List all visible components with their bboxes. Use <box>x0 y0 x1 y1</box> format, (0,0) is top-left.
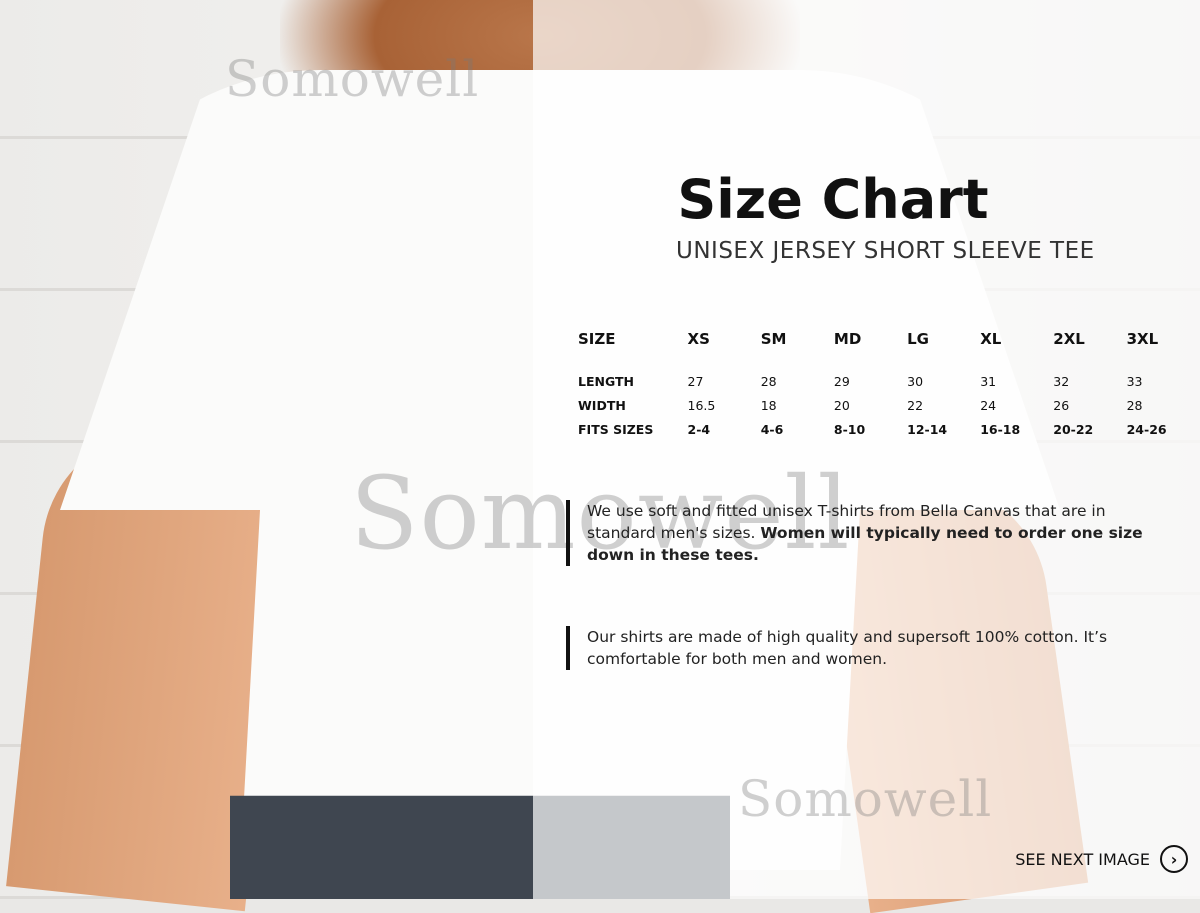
table-cell: 28 <box>1126 398 1143 413</box>
page-title: Size Chart <box>677 168 989 231</box>
table-cell: 22 <box>907 398 924 413</box>
table-row: WIDTH 16.5 18 20 22 24 26 28 <box>578 394 1200 418</box>
table-cell: 8-10 <box>833 422 866 437</box>
column-header: LG <box>907 330 929 348</box>
table-cell: 2-4 <box>687 422 711 437</box>
table-cell: 24 <box>980 398 997 413</box>
row-label: LENGTH <box>578 374 634 389</box>
table-cell: 20 <box>833 398 850 413</box>
table-cell: 4-6 <box>760 422 784 437</box>
row-label: WIDTH <box>578 398 626 413</box>
table-row: LENGTH 27 28 29 30 31 32 33 <box>578 370 1200 394</box>
table-cell: 24-26 <box>1126 422 1167 437</box>
table-cell: 32 <box>1053 374 1070 389</box>
material-note: Our shirts are made of high quality and … <box>566 626 1166 670</box>
column-header: XL <box>980 330 1002 348</box>
watermark: Somowell <box>225 50 480 108</box>
table-cell: 27 <box>687 374 704 389</box>
column-header: XS <box>687 330 710 348</box>
see-next-label: SEE NEXT IMAGE <box>1015 849 1150 869</box>
sizing-note: We use soft and fitted unisex T-shirts f… <box>566 500 1176 566</box>
table-cell: 30 <box>907 374 924 389</box>
see-next-image-button[interactable]: SEE NEXT IMAGE › <box>1015 845 1188 873</box>
table-row: FITS SIZES 2-4 4-6 8-10 12-14 16-18 20-2… <box>578 418 1200 442</box>
column-header: SIZE <box>578 330 616 348</box>
column-header: SM <box>760 330 787 348</box>
table-cell: 18 <box>760 398 777 413</box>
chevron-right-circle-icon: › <box>1160 845 1188 873</box>
table-cell: 20-22 <box>1053 422 1094 437</box>
watermark: Somowell <box>350 455 851 572</box>
row-label: FITS SIZES <box>578 422 654 437</box>
size-table: SIZE XS SM MD LG XL 2XL 3XL LENGTH 27 28… <box>578 330 1200 442</box>
white-overlay-panel <box>533 0 1200 899</box>
table-header-row: SIZE XS SM MD LG XL 2XL 3XL <box>578 330 1200 370</box>
table-cell: 31 <box>980 374 997 389</box>
note-text: Our shirts are made of high quality and … <box>587 628 1108 668</box>
table-cell: 16-18 <box>980 422 1021 437</box>
column-header: MD <box>833 330 862 348</box>
page-subtitle: UNISEX JERSEY SHORT SLEEVE TEE <box>676 238 1095 264</box>
note-text: We use soft and fitted unisex T-shirts f… <box>587 502 1106 542</box>
table-cell: 12-14 <box>907 422 948 437</box>
table-cell: 28 <box>760 374 777 389</box>
table-cell: 26 <box>1053 398 1070 413</box>
table-cell: 29 <box>833 374 850 389</box>
table-cell: 33 <box>1126 374 1143 389</box>
note-bold-text: Women will typically need to order one s… <box>587 524 1143 564</box>
column-header: 2XL <box>1053 330 1085 348</box>
watermark: Somowell <box>738 770 993 828</box>
table-cell: 16.5 <box>687 398 716 413</box>
column-header: 3XL <box>1126 330 1159 348</box>
